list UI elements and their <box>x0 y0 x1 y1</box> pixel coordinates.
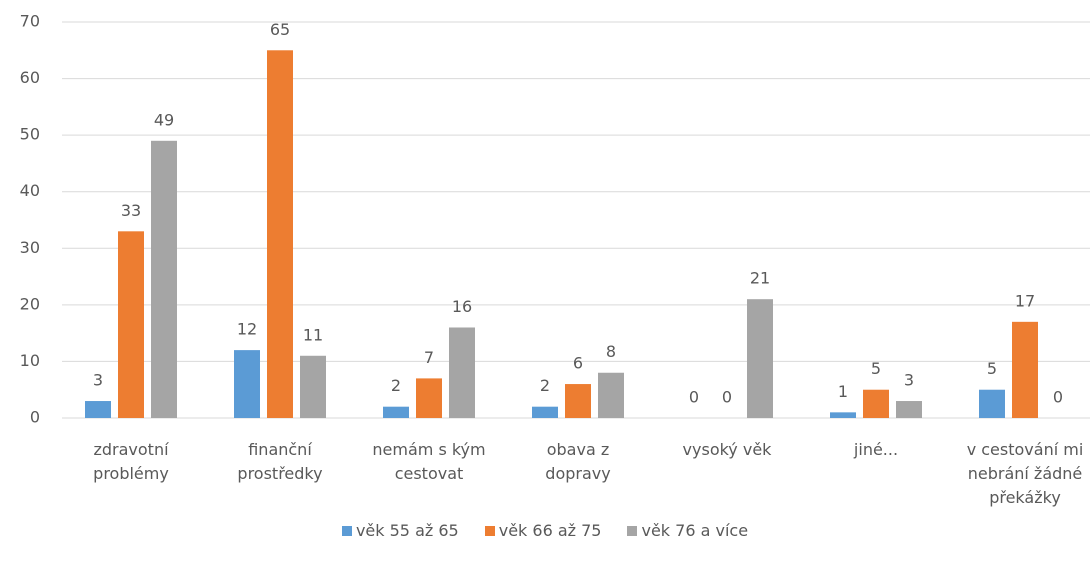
y-tick-label: 30 <box>20 238 40 257</box>
data-label: 12 <box>237 320 257 339</box>
bar <box>234 350 260 418</box>
legend-swatch <box>484 525 495 536</box>
bar <box>118 231 144 418</box>
y-tick-label: 0 <box>30 408 40 427</box>
data-label: 11 <box>303 325 323 344</box>
bar <box>896 401 922 418</box>
bar <box>747 299 773 418</box>
data-label: 8 <box>606 342 616 361</box>
data-label: 3 <box>904 371 914 390</box>
data-label: 5 <box>871 359 881 378</box>
y-tick-label: 40 <box>20 181 40 200</box>
legend-swatch <box>627 525 638 536</box>
bar <box>383 406 409 418</box>
bar <box>449 327 475 418</box>
bar <box>532 406 558 418</box>
data-label: 2 <box>391 376 401 395</box>
x-tick-label: nemám s kým cestovat <box>372 440 486 483</box>
legend-label: věk 76 a více <box>641 521 749 540</box>
bar <box>267 50 293 419</box>
bar <box>1012 321 1038 418</box>
y-tick-label: 70 <box>20 12 40 31</box>
legend-swatch <box>341 525 352 536</box>
y-tick-label: 20 <box>20 294 40 313</box>
data-label: 6 <box>573 354 583 373</box>
legend-item: věk 76 a více <box>627 521 748 540</box>
legend-item: věk 66 až 75 <box>484 521 602 540</box>
data-label: 5 <box>987 359 997 378</box>
data-label: 21 <box>750 269 770 288</box>
legend-label: věk 66 až 75 <box>498 521 602 540</box>
data-label: 2 <box>540 376 550 395</box>
data-label: 7 <box>424 348 434 367</box>
x-tick-label: jiné... <box>853 440 899 459</box>
bar <box>863 389 889 418</box>
data-label: 17 <box>1015 291 1035 310</box>
bar <box>416 378 442 418</box>
legend-item: věk 55 až 65 <box>341 521 459 540</box>
bar <box>151 140 177 419</box>
data-label: 1 <box>838 382 848 401</box>
x-tick-label: zdravotní problémy <box>93 440 169 483</box>
bar <box>85 401 111 418</box>
bar <box>979 389 1005 418</box>
data-label: 16 <box>452 297 472 316</box>
bar <box>300 355 326 418</box>
bar <box>830 412 856 418</box>
x-tick-label: finanční prostředky <box>237 440 323 483</box>
y-tick-label: 10 <box>20 351 40 370</box>
legend-label: věk 55 až 65 <box>355 521 459 540</box>
data-label: 3 <box>93 371 103 390</box>
data-label: 0 <box>1053 388 1063 407</box>
data-label: 0 <box>689 388 699 407</box>
y-tick-label: 50 <box>20 125 40 144</box>
data-label: 0 <box>722 388 732 407</box>
data-label: 33 <box>121 201 141 220</box>
x-tick-label: vysoký věk <box>682 440 772 459</box>
legend: věk 55 až 65 věk 66 až 75 věk 76 a více <box>0 521 1090 540</box>
x-tick-label: obava z dopravy <box>545 440 611 483</box>
bar <box>598 372 624 418</box>
data-label: 49 <box>154 110 174 129</box>
bar <box>565 384 591 418</box>
x-tick-label: v cestování mi nebrání žádné překážky <box>966 440 1084 507</box>
y-tick-label: 60 <box>20 68 40 87</box>
data-label: 65 <box>270 20 290 39</box>
